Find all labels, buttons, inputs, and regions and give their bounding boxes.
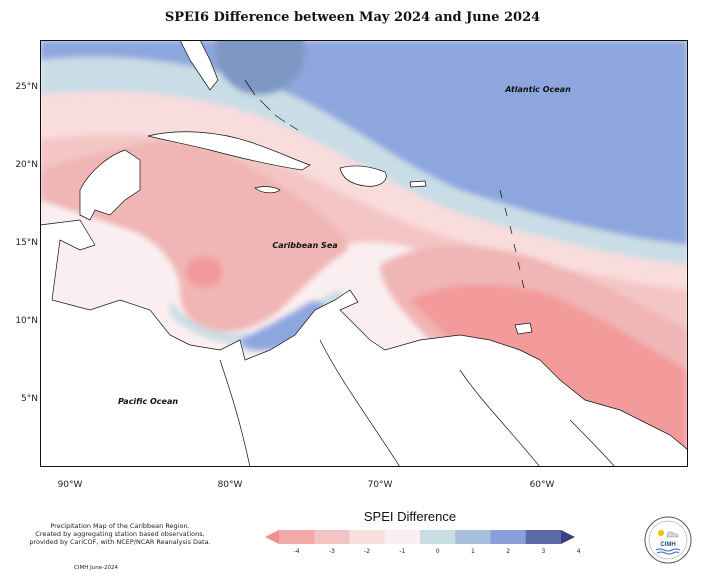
legend-label: -4 (293, 548, 300, 555)
land-puerto-rico (409, 180, 427, 188)
land-lesser-antilles (499, 189, 525, 289)
land-bahamas (244, 79, 299, 131)
logo-text: CIMH (660, 542, 675, 548)
footer-text: CIMH June-2024 (74, 565, 119, 571)
legend-swatch (279, 530, 315, 544)
land-central-america (40, 219, 688, 467)
band-blue-colombia (240, 301, 326, 351)
land-yucatan (79, 149, 141, 221)
legend-colorbar (265, 530, 575, 544)
spei-map: Atlantic Ocean Caribbean Sea Pacific Oce… (40, 40, 688, 467)
credit-text: Precipitation Map of the Caribbean Regio… (20, 522, 220, 546)
legend-swatch (349, 530, 386, 544)
legend-title: SPEI Difference (363, 509, 457, 524)
credit-line: Precipitation Map of the Caribbean Regio… (50, 522, 190, 530)
legend-label: 3 (541, 548, 546, 555)
y-tick-label: 25°N (15, 82, 38, 92)
land-trinidad (514, 322, 533, 335)
cimh-logo: CIMH (644, 516, 692, 564)
label-caribbean: Caribbean Sea (272, 241, 337, 250)
land-jamaica (254, 186, 281, 194)
legend-swatch (314, 530, 350, 544)
y-tick-label: 10°N (15, 316, 38, 326)
band-blue-florida (215, 40, 305, 95)
legend-swatch (561, 530, 575, 544)
y-tick-label: 15°N (15, 238, 38, 248)
legend-swatch (455, 530, 491, 544)
legend-swatch (384, 530, 421, 544)
map-title: SPEI6 Difference between May 2024 and Ju… (164, 10, 541, 25)
legend-label: 2 (506, 548, 511, 555)
waves-icon (655, 548, 681, 555)
credit-line: provided by CariCOF, with NCEP/NCAR Rean… (29, 538, 211, 546)
legend-label: 0 (435, 548, 440, 555)
sun-icon (658, 530, 664, 536)
legend-swatch (265, 530, 279, 544)
land-hispaniola (339, 165, 387, 187)
legend-label: 1 (470, 548, 475, 555)
core-strong-pink (186, 256, 222, 288)
x-tick-label: 70°W (367, 480, 393, 490)
legend-label: 4 (576, 548, 581, 555)
legend-swatch (490, 530, 527, 544)
land-south-america-interior (219, 339, 616, 467)
y-tick-label: 20°N (15, 160, 38, 170)
band-light-blue-upper (40, 56, 688, 265)
legend-label: -1 (399, 548, 406, 555)
y-tick-label: 5°N (21, 394, 38, 404)
label-atlantic: Atlantic Ocean (504, 85, 571, 94)
x-tick-label: 60°W (529, 480, 555, 490)
x-tick-label: 90°W (57, 480, 83, 490)
credit-line: Created by aggregating station based obs… (35, 530, 205, 538)
legend-swatch (420, 530, 456, 544)
legend-swatch (525, 530, 562, 544)
x-tick-label: 80°W (217, 480, 243, 490)
legend-label: -3 (328, 548, 335, 555)
land-outlines (40, 40, 688, 467)
legend-label: -2 (364, 548, 371, 555)
map-frame (40, 40, 688, 467)
cloud-icon (666, 531, 679, 538)
label-pacific: Pacific Ocean (118, 397, 178, 406)
band-blue-atlantic-strong (300, 40, 688, 230)
land-florida (179, 40, 219, 91)
land-cuba (147, 131, 311, 171)
